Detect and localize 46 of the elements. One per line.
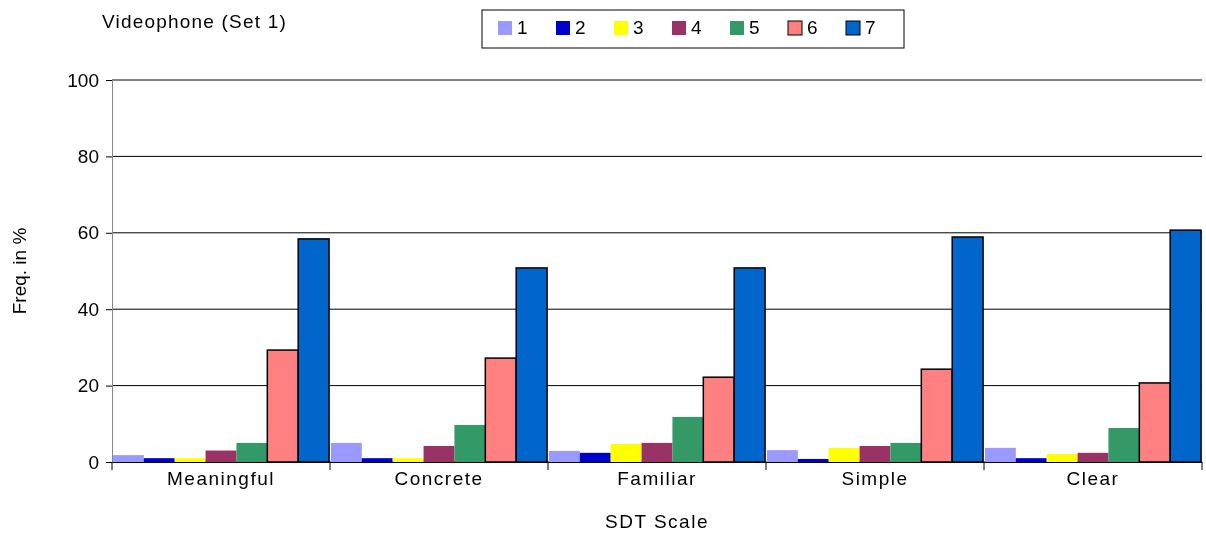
bar xyxy=(1108,428,1140,462)
bar xyxy=(423,445,455,462)
bar xyxy=(890,442,922,462)
x-tick-label: Simple xyxy=(841,468,909,489)
legend-label: 5 xyxy=(749,17,760,38)
x-tick-label: Familiar xyxy=(617,468,697,489)
x-tick-label: Concrete xyxy=(394,468,484,489)
bar xyxy=(828,447,860,462)
bar xyxy=(361,458,393,462)
chart-title: Videophone (Set 1) xyxy=(102,11,287,32)
bar xyxy=(579,452,611,462)
legend-label: 2 xyxy=(575,17,586,38)
legend-label: 1 xyxy=(517,17,528,38)
bar xyxy=(112,455,144,462)
y-tick-label: 40 xyxy=(77,298,99,320)
x-axis-title: SDT Scale xyxy=(605,511,709,532)
y-tick-label: 20 xyxy=(77,375,99,397)
bar xyxy=(392,458,424,462)
bar xyxy=(548,450,580,462)
legend-label: 6 xyxy=(807,17,818,38)
legend-label: 3 xyxy=(633,17,644,38)
bar xyxy=(1077,452,1109,462)
bar xyxy=(984,447,1016,462)
legend-label: 7 xyxy=(865,17,876,38)
bar xyxy=(143,458,175,462)
y-tick-label: 80 xyxy=(77,145,99,167)
bar xyxy=(859,445,891,462)
x-tick-label: Clear xyxy=(1066,468,1120,489)
bar xyxy=(766,450,798,462)
bar xyxy=(641,442,673,462)
bar xyxy=(672,416,704,462)
y-tick-label: 0 xyxy=(88,451,99,473)
legend-label: 4 xyxy=(691,17,702,38)
y-tick-label: 60 xyxy=(77,222,99,244)
bar xyxy=(205,450,237,462)
bar xyxy=(1015,458,1047,462)
bar xyxy=(454,424,486,462)
bar xyxy=(1046,453,1078,462)
y-tick-label: 100 xyxy=(67,69,99,91)
x-tick-label: Meaningful xyxy=(167,468,275,489)
bar xyxy=(610,444,642,462)
bar xyxy=(797,458,829,462)
bar xyxy=(174,458,206,462)
bar xyxy=(330,442,362,462)
y-axis-title: Freq. in % xyxy=(9,227,30,315)
bar xyxy=(236,442,268,462)
